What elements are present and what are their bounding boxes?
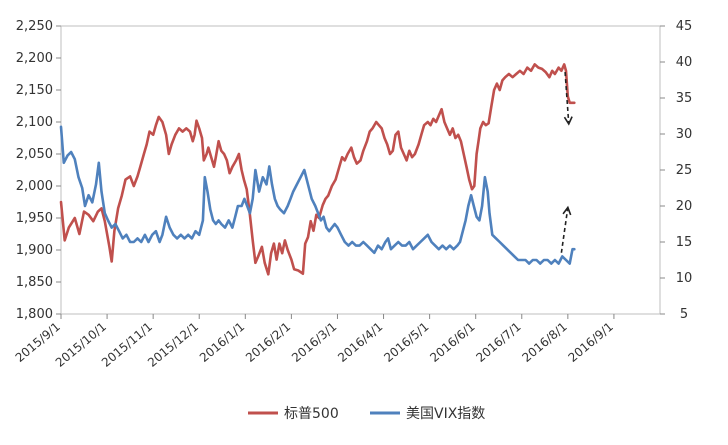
y-left-tick-label: 1,850 [16, 275, 53, 290]
x-tick-label: 2015/12/1 [145, 320, 201, 370]
axes: 1,800 1,850 1,900 1,950 2,000 2,050 2,100 2,150… [13, 19, 693, 370]
x-tick-label: 2016/9/1 [566, 320, 616, 365]
y-left-tick-label: 2,100 [16, 115, 53, 130]
series-line [59, 125, 576, 265]
dashed-arrow-shaft [560, 207, 569, 253]
y-right-tick-label: 20 [676, 199, 693, 214]
annotations [560, 72, 573, 253]
y-left-tick-label: 1,800 [16, 307, 53, 322]
legend-label: 标普500 [284, 406, 339, 422]
x-tick-label: 2016/4/1 [335, 320, 385, 365]
x-tick-label: 2016/3/1 [289, 320, 339, 365]
y-right-tick-label: 5 [680, 307, 688, 322]
y-left-tick-label: 2,250 [16, 19, 53, 34]
x-tick-label: 2016/8/1 [519, 320, 569, 365]
dashed-arrow-shaft [564, 72, 570, 124]
y-left-tick-label: 1,900 [16, 243, 53, 258]
y-left-tick-label: 2,150 [16, 83, 53, 98]
y-left-tick-label: 2,200 [16, 51, 53, 66]
legend-label: 美国VIX指数 [406, 406, 485, 422]
y-left-tick-label: 2,050 [16, 147, 53, 162]
dashed-arrow-head [563, 116, 573, 126]
x-tick-label: 2016/1/1 [197, 320, 247, 365]
plot-area-frame [60, 25, 661, 315]
y-right-tick-label: 45 [676, 19, 693, 34]
y-right-tick-label: 30 [676, 127, 693, 142]
y-left-tick-label: 2,000 [16, 179, 53, 194]
x-tick-label: 2016/2/1 [243, 320, 293, 365]
y-right-tick-label: 40 [676, 55, 693, 70]
x-tick-label: 2016/6/1 [427, 320, 477, 365]
y-right-tick-label: 15 [676, 235, 693, 250]
series-lines [59, 63, 576, 276]
x-tick-label: 2016/5/1 [381, 320, 431, 365]
dashed-arrow-head [562, 205, 572, 216]
y-left-tick-label: 1,950 [16, 211, 53, 226]
x-tick-label: 2016/7/1 [473, 320, 523, 365]
series-line [59, 63, 576, 276]
legend: 标普500 美国VIX指数 [248, 406, 485, 422]
y-right-tick-label: 10 [676, 271, 693, 286]
y-right-tick-label: 35 [676, 91, 693, 106]
y-right-tick-label: 25 [676, 163, 693, 178]
